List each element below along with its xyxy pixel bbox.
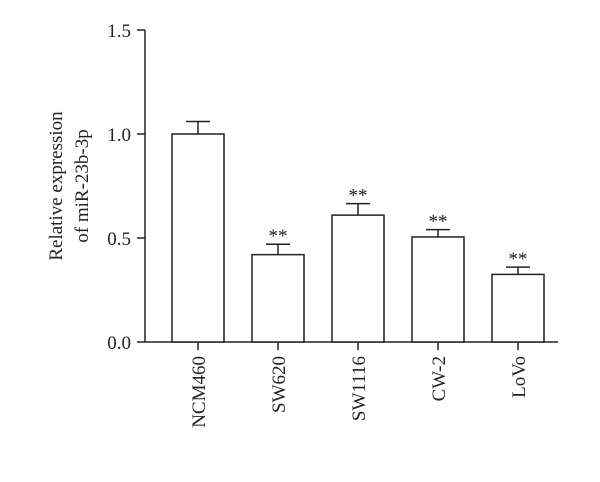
significance-label: **	[349, 186, 368, 207]
x-tick-label: CW-2	[429, 356, 450, 401]
bar	[411, 236, 465, 343]
x-tick-label: SW1116	[349, 356, 370, 421]
y-axis-label-line: Relative expression	[46, 111, 67, 261]
bar	[251, 253, 305, 343]
y-tick-label: 1.0	[107, 125, 131, 146]
significance-label: **	[509, 249, 528, 270]
y-tick-label: 0.0	[107, 333, 131, 354]
x-tick-label: LoVo	[509, 356, 530, 398]
x-tick-label: NCM460	[189, 356, 210, 428]
bar	[171, 133, 225, 343]
significance-label: **	[269, 226, 288, 247]
bar	[331, 214, 385, 343]
significance-label: **	[429, 212, 448, 233]
bar	[491, 273, 545, 343]
y-tick-label: 0.5	[107, 229, 131, 250]
y-axis-label: Relative expression of miR-23b-3p	[46, 111, 93, 261]
x-tick-label: SW620	[269, 356, 290, 413]
y-tick-label: 1.5	[107, 21, 131, 42]
y-axis-label-line: of miR-23b-3p	[72, 129, 93, 242]
